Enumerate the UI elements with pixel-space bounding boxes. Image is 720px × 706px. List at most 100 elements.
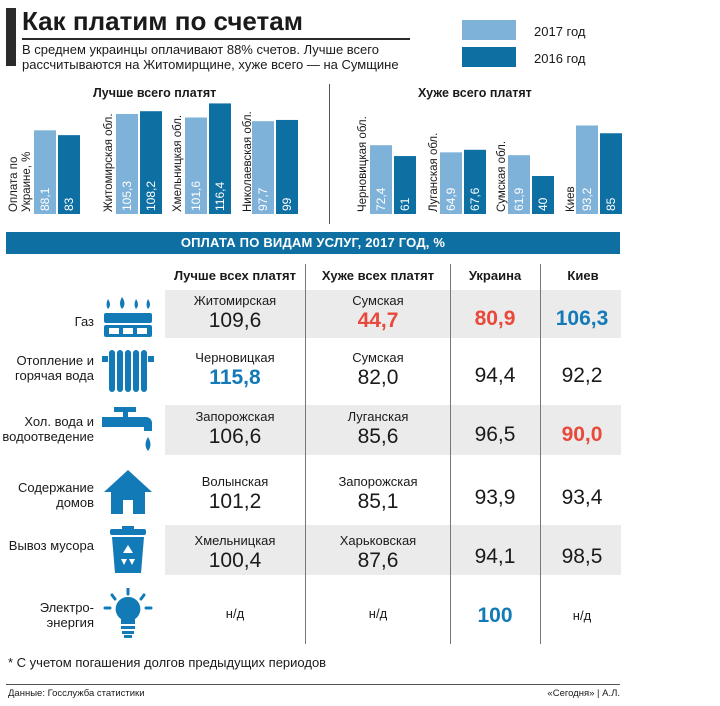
ukraine-value-gas: 80,9 (474, 307, 516, 330)
house-icon (104, 470, 152, 514)
row-shade-5 (165, 525, 621, 575)
row-shade-1 (165, 290, 621, 338)
bar-worst-3-2016 (600, 133, 622, 214)
worst-cell-gas: Сумская 44,7 (308, 293, 448, 333)
best-value-water: 106,6 (208, 425, 262, 448)
category-label: Луганская обл. (428, 133, 440, 212)
bar-value-label: 61,9 (512, 187, 526, 211)
row-label-housing: Содержание домов (18, 480, 94, 510)
ukraine-value-electricity: 100 (477, 604, 513, 627)
bar-worst-2-2016 (532, 176, 554, 214)
worst-cell-water: Луганская 85,6 (308, 409, 448, 449)
title-accent-bar (6, 8, 16, 66)
best-cell-water: Запорожская 106,6 (165, 409, 305, 449)
category-label: Житомирская обл. (103, 113, 115, 212)
bar-best-2-2016 (209, 103, 231, 214)
category-label: Киев (565, 186, 577, 212)
bar-value-label: 101,6 (189, 181, 203, 211)
source-note: Данные: Госслужба статистики (8, 688, 145, 699)
row-shade-3 (165, 405, 621, 455)
kyiv-value-heating: 92,2 (561, 364, 603, 387)
row-label-water: Хол. вода и водоотведение (2, 414, 94, 444)
best-region-heating: Черновицкая (195, 350, 275, 365)
bar-best-0-2017 (34, 130, 56, 214)
title-rule (22, 38, 410, 40)
legend-swatch-2017 (462, 20, 516, 40)
col-head-worst: Хуже всех платят (321, 268, 435, 283)
bar-value-label: 93,2 (580, 187, 594, 211)
worst-region-garbage: Харьковская (339, 533, 417, 548)
kyiv-value-electricity: н/д (572, 608, 592, 623)
bar-best-2-2017 (185, 117, 207, 214)
water-tap-icon (102, 407, 152, 451)
bar-value-label: 116,4 (213, 182, 227, 211)
col-head-best: Лучше всех платят (173, 268, 297, 283)
light-bulb-icon (103, 588, 153, 638)
bar-value-label: 67,6 (468, 187, 482, 211)
worst-value-electricity: н/д (368, 606, 388, 621)
best-cell-heating: Черновицкая 115,8 (165, 350, 305, 390)
row-label-electricity: Электро-энергия (39, 600, 94, 630)
worst-region-heating: Сумская (352, 350, 404, 365)
best-value-housing: 101,2 (208, 490, 262, 513)
kyiv-value-gas: 106,3 (555, 307, 609, 330)
best-cell-garbage: Хмельницкая 100,4 (165, 533, 305, 573)
best-cell-gas: Житомирская 109,6 (165, 293, 305, 333)
group-title-worst: Хуже всего платят (418, 86, 532, 100)
bar-value-label: 108,2 (144, 181, 158, 211)
bar-value-label: 85 (604, 197, 618, 211)
category-label: Черновицкая обл. (357, 116, 369, 212)
bar-value-label: 61 (398, 197, 412, 211)
bar-best-1-2017 (116, 113, 138, 214)
bar-value-label: 64,9 (444, 187, 458, 211)
bar-worst-0-2017 (370, 145, 392, 214)
worst-value-gas: 44,7 (357, 309, 399, 332)
row-label-heating: Отопление и горячая вода (15, 353, 94, 383)
worst-region-water: Луганская (347, 409, 409, 424)
bar-best-1-2016 (140, 111, 162, 214)
bar-value-label: 83 (62, 197, 76, 211)
worst-value-water: 85,6 (357, 425, 399, 448)
best-value-gas: 109,6 (208, 309, 262, 332)
category-label: Оплата по (8, 157, 20, 212)
radiator-icon (102, 350, 154, 392)
best-value-heating: 115,8 (209, 366, 261, 389)
legend-label-2017: 2017 год (534, 24, 586, 39)
page-title: Как платим по счетам (22, 6, 303, 36)
best-region-gas: Житомирская (193, 293, 277, 308)
bar-best-0-2016 (58, 135, 80, 214)
col-divider-2 (450, 264, 451, 644)
bar-value-label: 99 (280, 197, 294, 211)
worst-cell-garbage: Харьковская 87,6 (308, 533, 448, 573)
worst-cell-housing: Запорожская 85,1 (308, 474, 448, 514)
ukraine-value-heating: 94,4 (474, 364, 516, 387)
recycle-bin-icon (110, 526, 146, 573)
bar-worst-2-2017 (508, 155, 530, 214)
worst-value-garbage: 87,6 (357, 549, 399, 572)
legend-label-2016: 2016 год (534, 51, 586, 66)
bar-value-label: 72,4 (374, 187, 388, 211)
bar-value-label: 88,1 (38, 187, 52, 211)
bar-best-3-2016 (276, 119, 298, 214)
page-subtitle: В среднем украинцы оплачивают 88% счетов… (22, 42, 399, 72)
bar-value-label: 97,7 (256, 187, 270, 211)
bar-worst-0-2016 (394, 156, 416, 214)
col-divider-1 (305, 264, 306, 644)
worst-cell-heating: Сумская 82,0 (308, 350, 448, 390)
best-region-housing: Волынская (201, 474, 269, 489)
bar-chart: 88,1 83 Оплата по Украине, % 105,3 108,2 Житом… (8, 103, 622, 214)
col-head-kyiv: Киев (567, 268, 599, 283)
worst-region-housing: Запорожская (338, 474, 418, 489)
bar-value-label: 105,3 (120, 181, 134, 211)
category-label: Хмельницкая обл. (172, 115, 184, 212)
worst-region-gas: Сумская (352, 293, 404, 308)
category-label: Николаевская обл. (242, 111, 254, 212)
best-value-garbage: 100,4 (208, 549, 262, 572)
best-value-electricity: н/д (225, 606, 245, 621)
row-label-garbage: Вывоз мусора (8, 538, 94, 553)
best-cell-housing: Волынская 101,2 (165, 474, 305, 514)
footnote: * С учетом погашения долгов предыдущих п… (8, 655, 327, 670)
table-title-band: ОПЛАТА ПО ВИДАМ УСЛУГ, 2017 ГОД, % (6, 232, 620, 254)
col-head-ukraine: Украина (468, 268, 522, 283)
kyiv-value-water: 90,0 (561, 423, 603, 446)
